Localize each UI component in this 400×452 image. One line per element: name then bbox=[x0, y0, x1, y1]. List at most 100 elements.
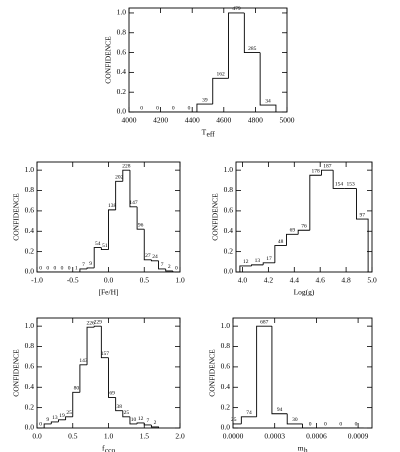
x-axis-label: [Fe/H] bbox=[99, 288, 119, 297]
count-label: 147 bbox=[129, 200, 138, 206]
y-tick-label: 0.0 bbox=[25, 267, 35, 276]
x-axis-label: T bbox=[202, 128, 207, 137]
x-tick-label: -0.5 bbox=[67, 276, 79, 285]
count-label: 94 bbox=[277, 407, 283, 413]
x-tick-label: 4.6 bbox=[316, 276, 326, 285]
x-tick-label: 1.5 bbox=[140, 432, 150, 441]
histogram-step bbox=[72, 391, 80, 417]
histogram-step bbox=[356, 188, 369, 272]
x-tick-label: 2.0 bbox=[175, 432, 185, 441]
count-label: 178 bbox=[312, 169, 321, 175]
x-tick-label: 4.2 bbox=[264, 276, 274, 285]
count-label: 0 bbox=[188, 105, 191, 111]
x-tick-label: 5000 bbox=[280, 116, 295, 125]
y-tick-label: 0.8 bbox=[224, 185, 234, 194]
count-label: 285 bbox=[248, 46, 257, 52]
histogram-step bbox=[93, 325, 102, 328]
x-tick-label: 4000 bbox=[122, 116, 137, 125]
histogram bbox=[239, 169, 369, 272]
axes-frame bbox=[36, 161, 181, 273]
histogram-step bbox=[158, 260, 166, 270]
x-tick-label: 4200 bbox=[153, 116, 168, 125]
count-label: 69 bbox=[109, 391, 115, 397]
histogram-step bbox=[262, 262, 275, 265]
count-label: 19 bbox=[59, 413, 65, 419]
x-tick-label: 0.0006 bbox=[306, 432, 327, 441]
count-label: 138 bbox=[108, 203, 117, 209]
histogram-step bbox=[233, 423, 242, 425]
histogram-step bbox=[150, 424, 159, 428]
count-label: 17 bbox=[266, 256, 272, 262]
histogram-step bbox=[251, 264, 264, 266]
count-label: 229 bbox=[94, 319, 103, 325]
y-tick-label: 1.0 bbox=[25, 321, 35, 330]
histogram-step bbox=[129, 416, 138, 425]
count-label: 51 bbox=[102, 243, 108, 249]
histogram-step bbox=[136, 422, 145, 424]
count-label: 154 bbox=[335, 182, 344, 188]
x-tick-label: 4.8 bbox=[341, 276, 351, 285]
count-label: 202 bbox=[115, 175, 124, 181]
count-label: 162 bbox=[217, 72, 226, 78]
y-tick-label: 1.0 bbox=[25, 165, 35, 174]
histogram-step bbox=[259, 52, 277, 112]
histogram-step bbox=[58, 419, 66, 422]
y-tick-label: 1.0 bbox=[117, 8, 127, 17]
count-label: 25 bbox=[231, 417, 237, 423]
histogram-step bbox=[108, 209, 116, 250]
histogram-step bbox=[286, 413, 303, 425]
count-label: 7 bbox=[82, 262, 85, 268]
histogram-step bbox=[79, 364, 88, 393]
histogram bbox=[233, 325, 364, 428]
histogram-step bbox=[86, 267, 95, 269]
x-tick-label: 4800 bbox=[248, 116, 263, 125]
count-label: 96 bbox=[138, 222, 144, 228]
axes-frame bbox=[232, 317, 373, 429]
histogram-step bbox=[122, 169, 130, 182]
histogram bbox=[129, 12, 277, 112]
count-label: 69 bbox=[290, 228, 296, 234]
count-label: 30 bbox=[292, 417, 298, 423]
axes-frame bbox=[128, 7, 288, 113]
x-axis-label: m bbox=[298, 444, 304, 452]
count-label: 7 bbox=[146, 418, 149, 424]
histogram-step bbox=[256, 325, 272, 417]
count-label: 0 bbox=[54, 265, 57, 271]
y-tick-label: 0.6 bbox=[221, 362, 231, 371]
y-tick-label: 0.8 bbox=[221, 341, 231, 350]
histogram bbox=[37, 325, 159, 428]
histogram-step bbox=[115, 397, 123, 412]
histogram-step bbox=[150, 259, 159, 262]
count-label: 1 bbox=[75, 265, 78, 271]
count-label: 13 bbox=[52, 415, 58, 421]
y-tick-label: 0.6 bbox=[117, 47, 127, 56]
x-tick-label: 1.0 bbox=[175, 276, 185, 285]
count-label: 187 bbox=[323, 163, 332, 169]
x-axis-label: f bbox=[102, 444, 105, 452]
histogram-step bbox=[122, 410, 130, 418]
x-axis-label-sub: h bbox=[304, 446, 308, 452]
histogram bbox=[37, 169, 180, 272]
x-tick-label: 5.0 bbox=[367, 276, 377, 285]
y-tick-label: 0.6 bbox=[25, 362, 35, 371]
y-tick-label: 0.0 bbox=[25, 423, 35, 432]
count-label: 0 bbox=[39, 421, 42, 427]
count-label: 143 bbox=[79, 358, 88, 364]
histogram-step bbox=[212, 77, 229, 105]
histogram-step bbox=[79, 268, 88, 272]
y-tick-label: 0.4 bbox=[224, 226, 234, 235]
y-tick-label: 0.0 bbox=[221, 423, 231, 432]
histogram-step bbox=[43, 423, 52, 428]
count-label: 157 bbox=[101, 351, 110, 357]
y-tick-label: 0.8 bbox=[25, 341, 35, 350]
histogram-step bbox=[228, 12, 245, 79]
histogram-step bbox=[274, 245, 287, 263]
count-label: 228 bbox=[122, 163, 131, 169]
histogram-step bbox=[172, 270, 180, 272]
histogram-step bbox=[100, 247, 109, 251]
histogram-step bbox=[136, 206, 145, 230]
y-tick-label: 0.4 bbox=[25, 382, 35, 391]
x-tick-label: 0.5 bbox=[68, 432, 78, 441]
x-tick-label: -1.0 bbox=[31, 276, 43, 285]
